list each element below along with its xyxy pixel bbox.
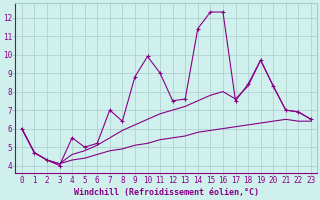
X-axis label: Windchill (Refroidissement éolien,°C): Windchill (Refroidissement éolien,°C): [74, 188, 259, 197]
